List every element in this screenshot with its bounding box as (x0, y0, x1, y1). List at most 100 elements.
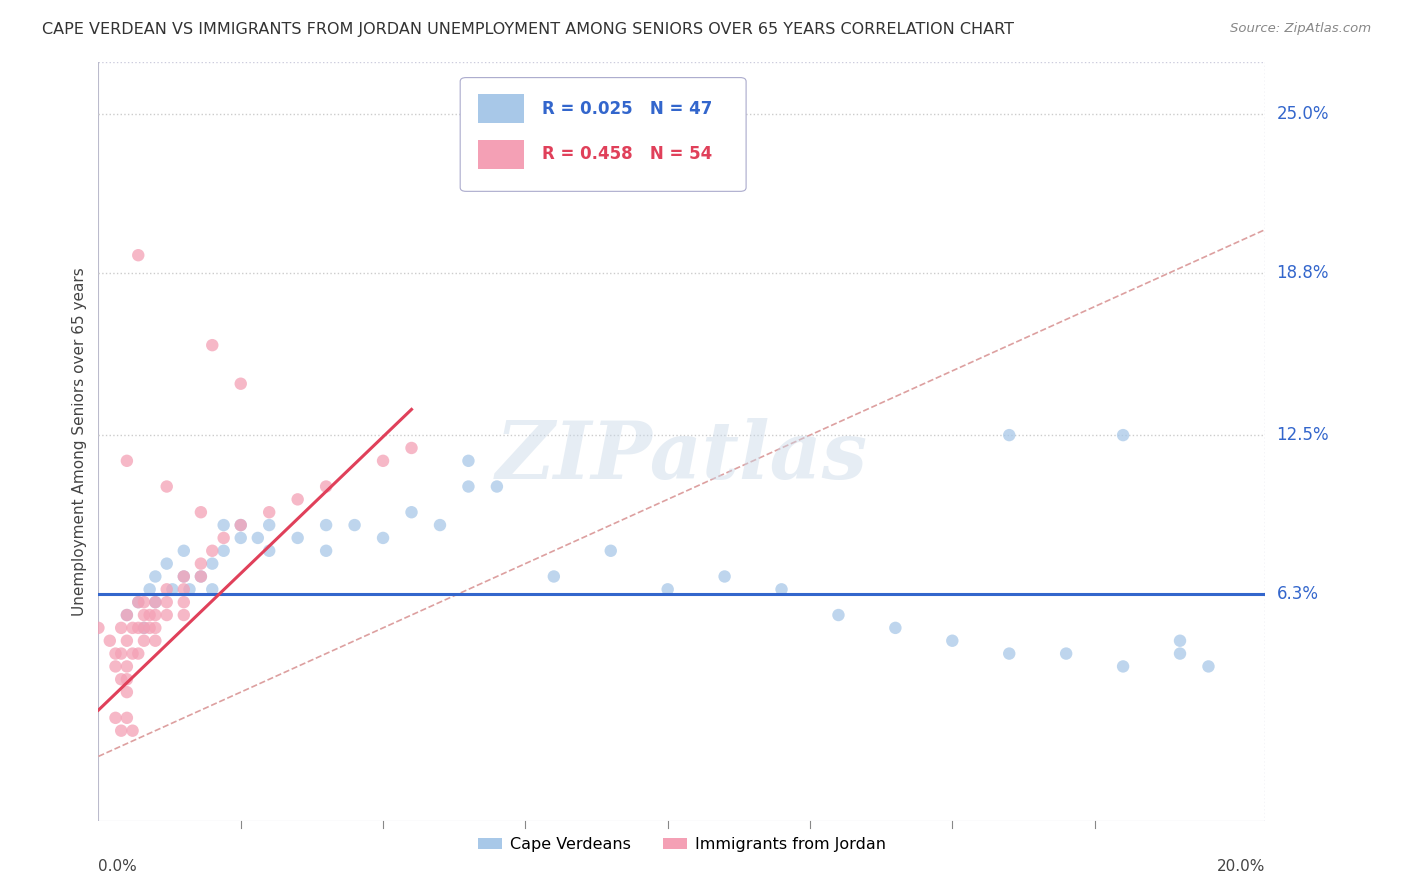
Point (315, 543, 337, 558)
FancyBboxPatch shape (460, 78, 747, 191)
Point (173, 595, 195, 609)
Point (257, 505, 280, 519)
Text: ZIPatlas: ZIPatlas (496, 418, 868, 495)
Point (173, 543, 195, 558)
Point (201, 543, 224, 558)
Point (485, 479, 508, 493)
Point (212, 518, 235, 533)
Point (156, 607, 179, 622)
Point (121, 621, 143, 635)
Point (287, 492, 309, 507)
Point (115, 685, 138, 699)
Point (138, 607, 160, 622)
Text: R = 0.458   N = 54: R = 0.458 N = 54 (541, 145, 711, 163)
Point (229, 518, 252, 533)
Point (156, 557, 179, 571)
Point (132, 621, 155, 635)
Point (143, 633, 166, 648)
Point (212, 531, 235, 545)
Point (229, 376, 252, 391)
Text: R = 0.025   N = 47: R = 0.025 N = 47 (541, 100, 713, 118)
Point (429, 518, 451, 533)
Point (138, 621, 160, 635)
Point (143, 595, 166, 609)
Point (110, 621, 132, 635)
Point (132, 621, 155, 635)
Point (287, 531, 309, 545)
Text: 20.0%: 20.0% (1218, 859, 1265, 874)
Point (115, 673, 138, 687)
Y-axis label: Unemployment Among Seniors over 65 years: Unemployment Among Seniors over 65 years (72, 268, 87, 615)
Point (156, 582, 179, 597)
Point (121, 723, 143, 738)
Point (110, 647, 132, 661)
Point (190, 569, 212, 583)
Point (246, 531, 269, 545)
Point (173, 569, 195, 583)
Point (87, 621, 110, 635)
Point (143, 607, 166, 622)
FancyBboxPatch shape (478, 95, 524, 123)
Point (179, 582, 201, 597)
Text: CAPE VERDEAN VS IMMIGRANTS FROM JORDAN UNEMPLOYMENT AMONG SENIORS OVER 65 YEARS : CAPE VERDEAN VS IMMIGRANTS FROM JORDAN U… (42, 22, 1014, 37)
Text: 0.0%: 0.0% (98, 859, 138, 874)
Point (201, 338, 224, 352)
Point (115, 659, 138, 673)
Point (156, 479, 179, 493)
Point (127, 647, 149, 661)
Point (401, 505, 423, 519)
Point (257, 543, 280, 558)
Point (132, 595, 155, 609)
Point (941, 633, 963, 648)
Point (1168, 633, 1191, 648)
FancyBboxPatch shape (478, 140, 524, 169)
Point (190, 505, 212, 519)
Point (115, 454, 138, 468)
Point (173, 607, 195, 622)
Point (1054, 647, 1077, 661)
Point (143, 621, 166, 635)
Point (998, 647, 1021, 661)
Text: Source: ZipAtlas.com: Source: ZipAtlas.com (1230, 22, 1371, 36)
Point (212, 543, 235, 558)
Point (371, 454, 394, 468)
Point (127, 621, 149, 635)
Point (173, 569, 195, 583)
Legend: Cape Verdeans, Immigrants from Jordan: Cape Verdeans, Immigrants from Jordan (471, 830, 893, 858)
Point (173, 582, 195, 597)
Point (132, 633, 155, 648)
Point (110, 723, 132, 738)
Point (138, 582, 160, 597)
Point (104, 647, 127, 661)
Point (998, 428, 1021, 442)
Point (127, 595, 149, 609)
Point (1198, 659, 1220, 673)
Point (1112, 659, 1135, 673)
Point (827, 607, 849, 622)
Point (770, 582, 793, 597)
Point (156, 595, 179, 609)
Point (143, 569, 166, 583)
Text: 12.5%: 12.5% (1277, 426, 1329, 444)
Point (190, 569, 212, 583)
Point (115, 633, 138, 648)
Point (229, 531, 252, 545)
Point (115, 607, 138, 622)
Point (315, 479, 337, 493)
Point (162, 582, 184, 597)
Point (257, 518, 280, 533)
Point (127, 595, 149, 609)
Point (143, 595, 166, 609)
Point (599, 543, 621, 558)
Point (315, 518, 337, 533)
Point (132, 607, 155, 622)
Point (401, 441, 423, 455)
Point (543, 569, 565, 583)
Point (657, 582, 679, 597)
Point (1112, 428, 1135, 442)
Point (457, 454, 479, 468)
Point (104, 711, 127, 725)
Point (201, 557, 224, 571)
Point (201, 582, 224, 597)
Point (884, 621, 907, 635)
